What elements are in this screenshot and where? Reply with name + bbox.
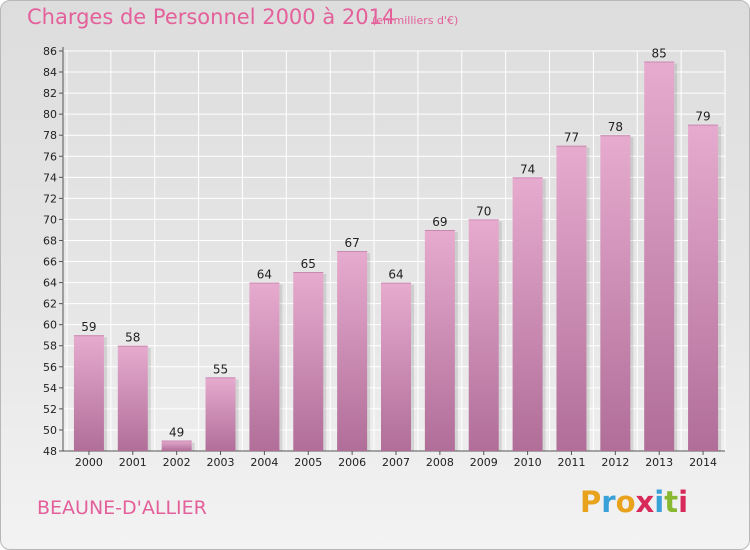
logo-letter: t: [664, 485, 679, 519]
bar: [249, 282, 280, 451]
bar: [424, 229, 455, 451]
x-tick-label: 2002: [163, 456, 191, 469]
y-tick-label: 54: [43, 382, 57, 395]
logo-letter: r: [601, 485, 616, 519]
y-tick-label: 62: [43, 298, 57, 311]
y-tick-label: 70: [43, 213, 57, 226]
bar-value-label: 55: [213, 362, 228, 376]
x-tick-label: 2014: [689, 456, 717, 469]
bar: [556, 145, 587, 451]
bar-value-label: 49: [169, 425, 184, 439]
bar-value-label: 64: [388, 268, 403, 282]
logo-letter: P: [580, 485, 602, 519]
x-tick-label: 2005: [294, 456, 322, 469]
logo-letter: x: [635, 485, 655, 519]
logo-letter: i: [678, 485, 689, 519]
chart-subtitle: (en milliers d'€): [372, 14, 459, 27]
x-tick-label: 2007: [382, 456, 410, 469]
y-tick-label: 60: [43, 319, 57, 332]
x-tick-label: 2003: [207, 456, 235, 469]
y-tick-label: 64: [43, 277, 57, 290]
bar-value-label: 58: [125, 331, 140, 345]
bar: [205, 377, 236, 451]
bar: [117, 345, 148, 451]
bar-value-label: 70: [476, 204, 491, 218]
bar-value-label: 59: [81, 320, 96, 334]
y-tick-label: 52: [43, 403, 57, 416]
bar-value-label: 77: [564, 131, 579, 145]
logo-letter: i: [654, 485, 665, 519]
labels: 48 50 52 54 56 58 60 62 64 66 68 70 72 74 76 78 80 82 84 86…: [43, 45, 717, 469]
bar-value-label: 79: [695, 110, 710, 124]
x-tick-label: 2006: [338, 456, 366, 469]
y-tick-label: 82: [43, 87, 57, 100]
x-tick-label: 2012: [601, 456, 629, 469]
y-tick-label: 68: [43, 234, 57, 247]
chart-title: Charges de Personnel 2000 à 2014: [27, 5, 396, 29]
y-tick-label: 84: [43, 66, 57, 79]
x-tick-label: 2008: [426, 456, 454, 469]
bar: [600, 135, 631, 452]
bar-value-label: 78: [608, 120, 623, 134]
y-tick-label: 50: [43, 424, 57, 437]
y-tick-label: 72: [43, 192, 57, 205]
x-tick-label: 2011: [557, 456, 585, 469]
y-tick-label: 76: [43, 150, 57, 163]
y-tick-label: 66: [43, 256, 57, 269]
bar: [381, 282, 411, 451]
bar: [161, 440, 192, 451]
bar-value-label: 67: [344, 236, 359, 250]
y-tick-label: 74: [43, 171, 57, 184]
y-tick-label: 56: [43, 361, 57, 374]
bar: [644, 61, 675, 452]
bar: [73, 335, 104, 451]
bar: [293, 272, 324, 451]
bars: [73, 61, 722, 452]
y-tick-label: 86: [43, 45, 57, 58]
bar: [512, 177, 543, 451]
bar-value-label: 74: [520, 162, 535, 176]
x-tick-label: 2000: [75, 456, 103, 469]
bar-value-label: 65: [301, 257, 316, 271]
y-tick-label: 78: [43, 129, 57, 142]
bar: [688, 124, 719, 452]
x-tick-label: 2013: [645, 456, 673, 469]
x-tick-label: 2001: [119, 456, 147, 469]
y-tick-label: 48: [43, 445, 57, 458]
y-tick-label: 80: [43, 108, 57, 121]
logo-letter: o: [615, 485, 636, 519]
x-tick-label: 2004: [250, 456, 278, 469]
x-tick-label: 2010: [514, 456, 542, 469]
bar: [337, 251, 368, 451]
bar-value-label: 64: [257, 268, 272, 282]
bar-value-label: 85: [652, 47, 667, 61]
y-tick-label: 58: [43, 340, 57, 353]
commune-name: BEAUNE-D'ALLIER: [37, 497, 207, 519]
proxiti-logo[interactable]: Proxiti: [580, 485, 688, 519]
x-tick-label: 2009: [470, 456, 498, 469]
bar: [468, 219, 499, 451]
bar-value-label: 69: [432, 215, 447, 229]
